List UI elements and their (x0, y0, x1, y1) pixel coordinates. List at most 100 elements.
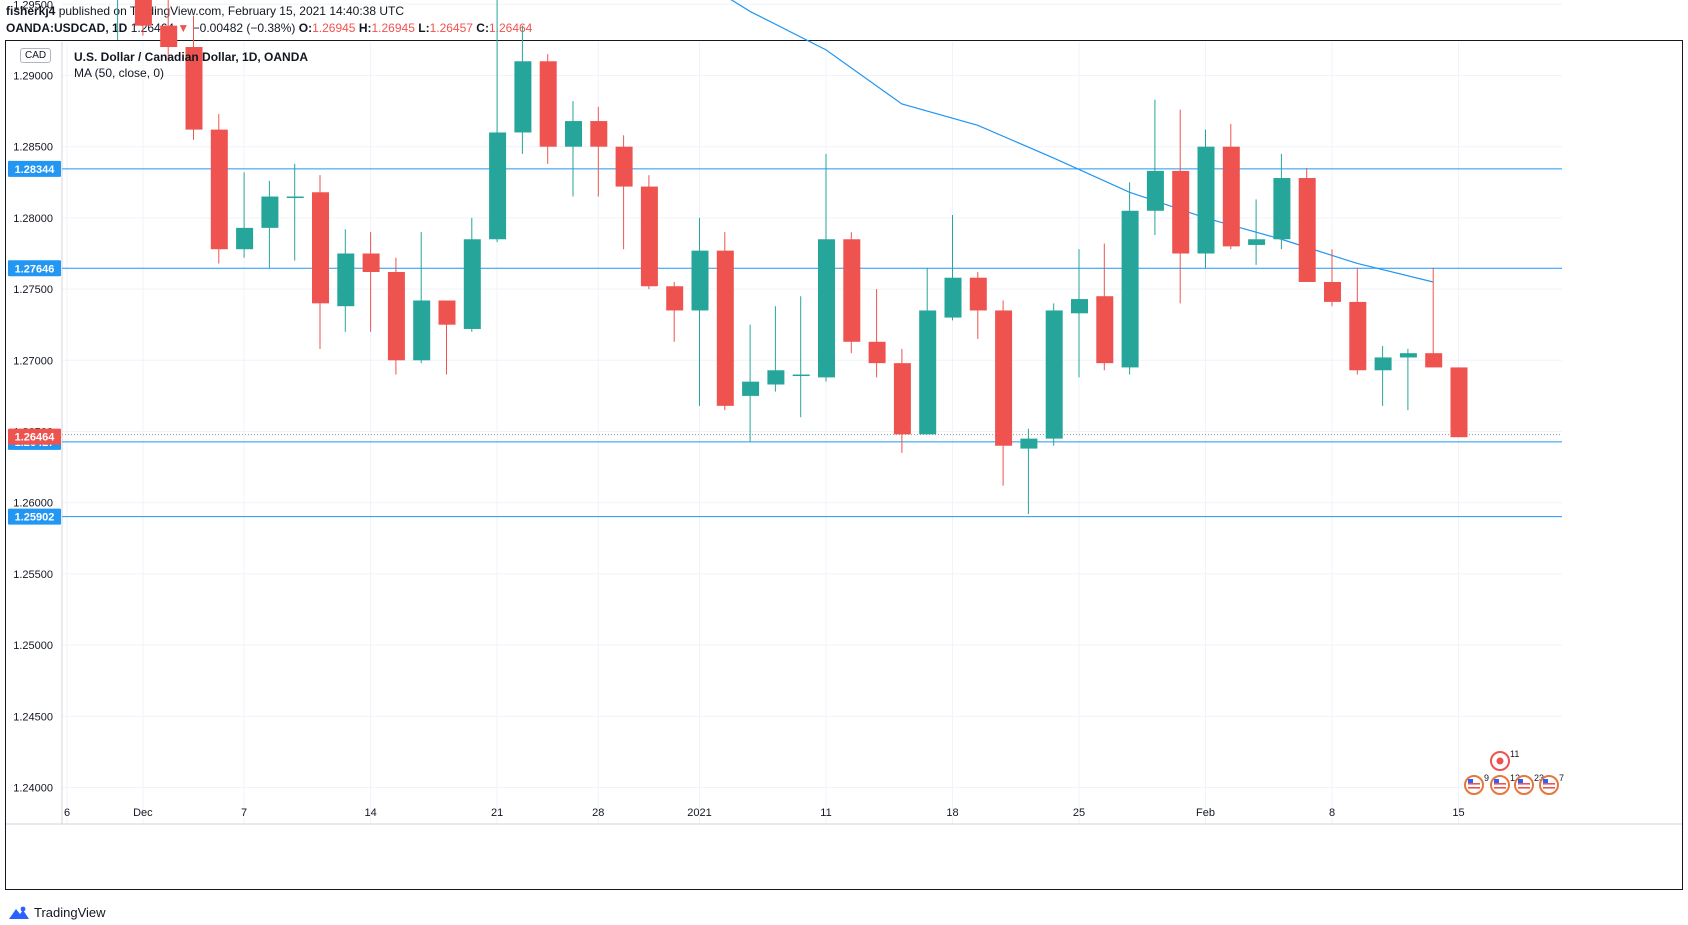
flag-stripe (1494, 787, 1506, 789)
candle-down[interactable] (210, 129, 228, 250)
candle-up[interactable] (1197, 146, 1215, 254)
candle-up[interactable] (1399, 353, 1417, 358)
candle-up[interactable] (236, 227, 254, 250)
candle-up[interactable] (413, 300, 431, 361)
y-axis-tick-label: 1.28000 (13, 213, 53, 225)
candle-down[interactable] (387, 272, 405, 361)
candle-up[interactable] (919, 310, 937, 435)
candle-up[interactable] (1273, 178, 1291, 240)
indicator-legend[interactable]: MA (50, close, 0) (74, 66, 165, 80)
candle-down[interactable] (185, 47, 203, 130)
chart-legend-title[interactable]: U.S. Dollar / Canadian Dollar, 1D, OANDA (74, 50, 309, 64)
level-price-label: 1.25902 (15, 512, 55, 524)
candle-up[interactable] (1146, 170, 1164, 211)
candle-down[interactable] (868, 341, 886, 364)
event-count: 23 (1534, 773, 1544, 783)
x-axis-tick-label: 2021 (687, 807, 711, 819)
y-axis-tick-label: 1.24500 (13, 711, 53, 723)
candle-up[interactable] (742, 381, 760, 396)
symbol-label: OANDA:USDCAD, 1D (6, 21, 128, 35)
low-label: L: (418, 21, 430, 35)
candle-down[interactable] (1425, 353, 1443, 368)
candle-down[interactable] (995, 310, 1013, 446)
y-axis-tick-label: 1.27000 (13, 355, 53, 367)
us-flag-icon[interactable] (1514, 775, 1534, 795)
maple-leaf-mark (1496, 757, 1504, 765)
candle-down[interactable] (893, 363, 911, 435)
candle-down[interactable] (716, 250, 734, 406)
y-axis-tick-label: 1.27500 (13, 284, 53, 296)
level-price-label: 1.28344 (15, 164, 56, 176)
candle-up[interactable] (1071, 299, 1088, 314)
x-axis-tick-label: 21 (491, 807, 503, 819)
flag-stripe (1468, 783, 1480, 785)
candle-down[interactable] (1222, 146, 1240, 247)
candle-down[interactable] (1172, 170, 1190, 254)
candle-down[interactable] (438, 300, 456, 325)
x-axis-tick-label: 25 (1073, 807, 1085, 819)
candle-down[interactable] (1324, 281, 1341, 302)
candle-down[interactable] (160, 25, 178, 48)
candle-up[interactable] (261, 196, 279, 228)
candle-up[interactable] (1374, 357, 1392, 371)
flag-canton (1494, 779, 1499, 783)
candle-up[interactable] (565, 121, 582, 147)
x-axis-tick-label: 18 (946, 807, 958, 819)
candle-up[interactable] (1248, 239, 1266, 245)
us-flag-icon[interactable] (1490, 775, 1510, 795)
publisher-name[interactable]: fisherkj4 (6, 4, 56, 18)
candle-down[interactable] (134, 0, 152, 26)
low-value: 1.26457 (429, 21, 473, 35)
candle-up[interactable] (463, 239, 481, 329)
open-label: O: (298, 21, 313, 35)
candle-down[interactable] (969, 277, 987, 311)
candle-down[interactable] (640, 186, 658, 287)
flag-stripe (1494, 783, 1506, 785)
candle-down[interactable] (1450, 367, 1468, 438)
x-axis-tick-label: 11 (820, 807, 831, 819)
candle-up[interactable] (767, 370, 785, 385)
candle-down[interactable] (1298, 178, 1316, 282)
candle-down[interactable] (362, 253, 380, 273)
x-axis-tick-label: Feb (1196, 807, 1215, 819)
event-count: 11 (1510, 749, 1519, 759)
candle-up[interactable] (489, 132, 507, 240)
candle-down[interactable] (590, 121, 608, 147)
flag-stripe (1468, 787, 1480, 789)
candle-down[interactable] (312, 192, 329, 304)
x-axis-tick-label: 7 (241, 807, 247, 819)
y-axis-tick-label: 1.24000 (13, 783, 53, 795)
candle-up[interactable] (337, 253, 355, 307)
y-axis-tick-label: 1.29500 (13, 0, 53, 11)
candle-up[interactable] (286, 196, 304, 199)
us-flag-icon[interactable] (1539, 775, 1559, 795)
level-price-tag (8, 160, 61, 177)
high-value: 1.26945 (371, 21, 415, 35)
footer-brand[interactable]: TradingView (8, 905, 106, 920)
current-price-tag (8, 428, 61, 445)
price-change: −0.00482 (−0.38%) (192, 21, 296, 35)
candle-up[interactable] (1121, 210, 1139, 368)
candle-up[interactable] (1020, 438, 1038, 449)
candle-down[interactable] (843, 239, 861, 342)
candle-down[interactable] (1349, 301, 1367, 371)
us-flag-icon[interactable] (1464, 775, 1484, 795)
candle-down[interactable] (666, 286, 684, 311)
candle-up[interactable] (514, 61, 532, 133)
level-price-tag (8, 260, 61, 277)
chart-frame[interactable] (5, 40, 1683, 890)
x-axis-tick-label: 8 (1329, 807, 1335, 819)
candle-up[interactable] (691, 250, 709, 311)
close-label: C: (476, 21, 489, 35)
x-axis-tick-label: 28 (592, 807, 604, 819)
candle-up[interactable] (1045, 310, 1063, 439)
candle-down[interactable] (615, 146, 633, 187)
candle-up[interactable] (944, 277, 962, 318)
currency-badge[interactable]: CAD (20, 48, 52, 63)
candle-down[interactable] (1096, 296, 1114, 364)
candle-down[interactable] (539, 61, 557, 147)
candle-up[interactable] (792, 374, 810, 377)
flag-stripe (1543, 787, 1555, 789)
candle-up[interactable] (818, 239, 835, 378)
